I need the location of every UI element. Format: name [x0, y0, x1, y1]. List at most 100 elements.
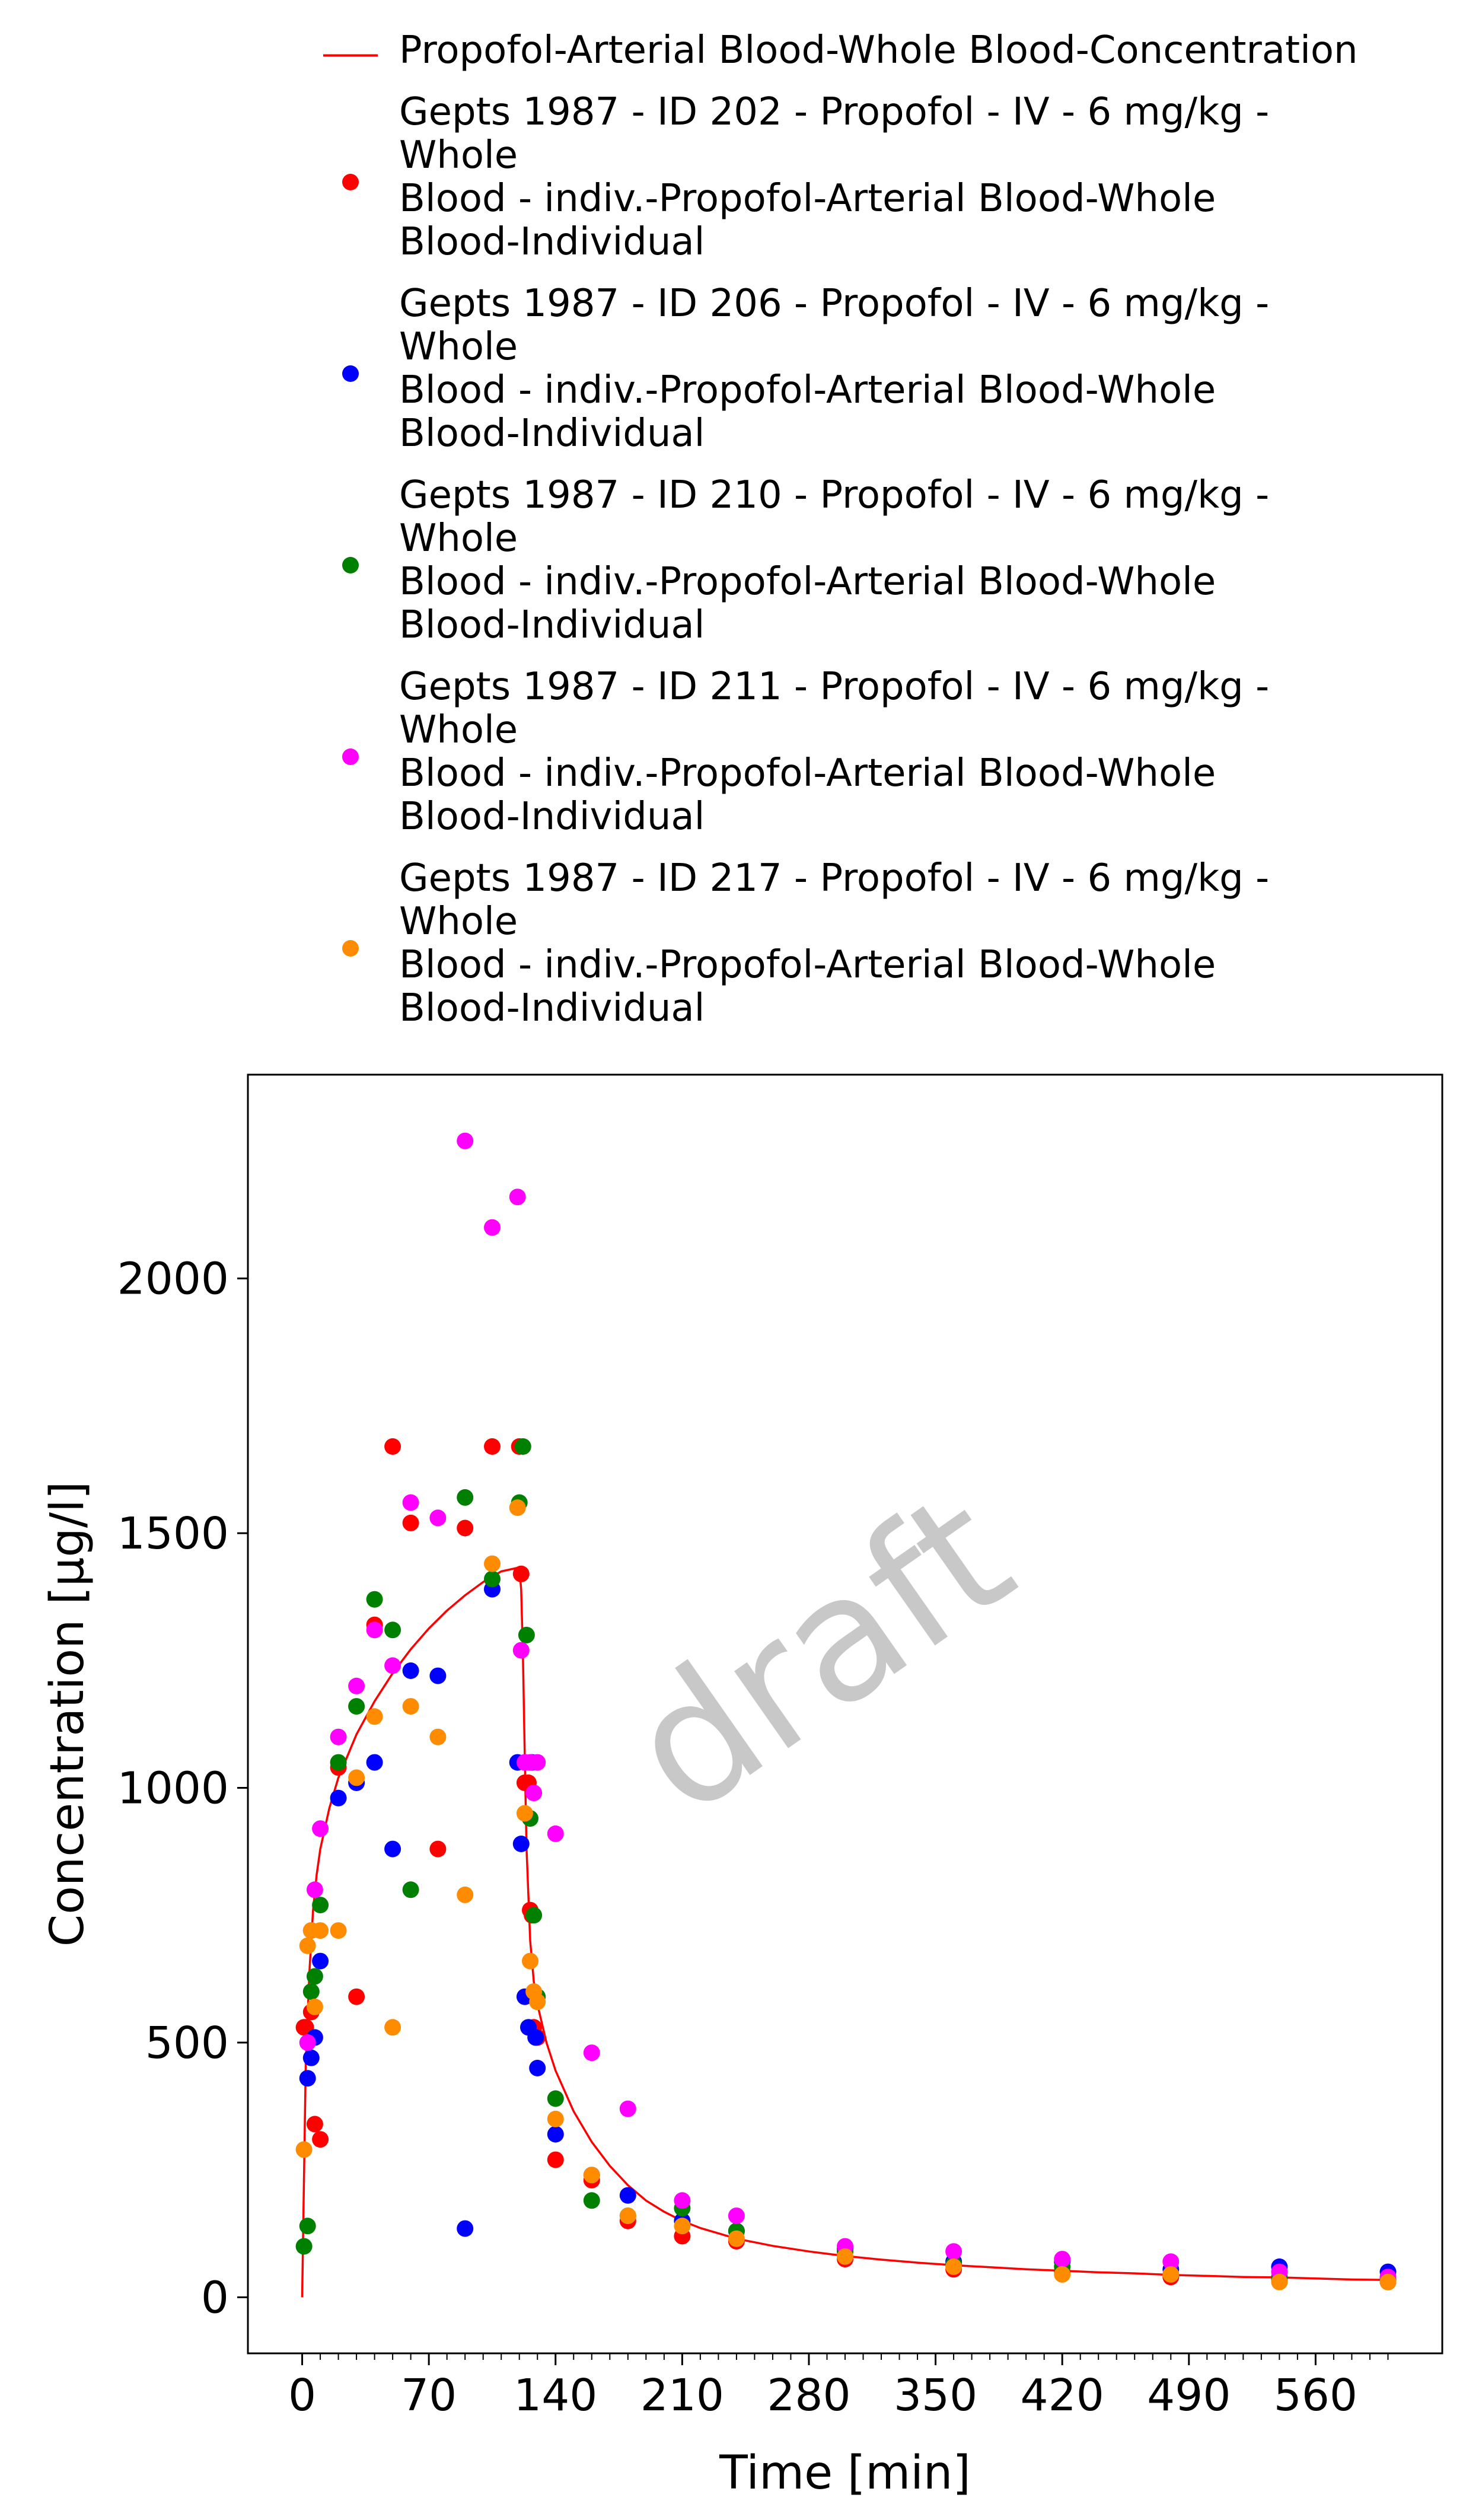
data-point	[429, 1667, 447, 1684]
data-point	[366, 1621, 383, 1639]
data-point	[525, 1785, 543, 1802]
data-point	[512, 1642, 530, 1659]
data-point	[312, 1922, 329, 1939]
data-point	[1054, 2266, 1071, 2283]
data-point	[348, 1677, 365, 1694]
legend-label: Blood-Individual	[399, 412, 705, 455]
x-tick-label: 560	[1274, 2370, 1357, 2421]
plot-area: draft	[295, 1132, 1397, 2298]
data-point	[728, 2207, 745, 2225]
data-point	[457, 1489, 474, 1506]
data-point	[484, 1555, 501, 1572]
legend-label: Gepts 1987 - ID 206 - Propofol - IV - 6 …	[399, 282, 1269, 326]
data-point	[518, 1626, 535, 1643]
legend-label: Blood - indiv.-Propofol-Arterial Blood-W…	[399, 560, 1216, 604]
data-point	[429, 1728, 447, 1745]
x-tick-label: 280	[767, 2370, 850, 2421]
data-point	[295, 2141, 313, 2158]
data-point	[516, 1805, 533, 1822]
data-point	[429, 1509, 447, 1527]
data-point	[509, 1189, 526, 1206]
legend-label: Blood - indiv.-Propofol-Arterial Blood-W…	[399, 751, 1216, 795]
x-tick-label: 490	[1147, 2370, 1231, 2421]
data-point	[402, 1662, 419, 1679]
data-point	[402, 1881, 419, 1898]
legend-label: Blood-Individual	[399, 603, 705, 647]
data-point	[299, 2218, 316, 2235]
legend-label: Whole	[399, 133, 518, 177]
data-point	[583, 2192, 600, 2209]
data-point	[302, 1983, 320, 2000]
data-point	[457, 1886, 474, 1903]
y-tick-label: 500	[145, 2018, 229, 2069]
data-point	[384, 1621, 401, 1639]
data-point	[295, 2238, 313, 2255]
legend-label: Whole	[399, 325, 518, 369]
data-point	[484, 1219, 501, 1236]
data-point	[547, 2110, 564, 2127]
data-point	[547, 2090, 564, 2107]
legend-label: Whole	[399, 900, 518, 944]
legend-label: Propofol-Arterial Blood-Whole Blood-Conc…	[399, 28, 1358, 72]
y-tick-label: 0	[201, 2273, 229, 2324]
data-point	[522, 1952, 538, 1970]
data-point	[583, 2167, 600, 2184]
data-point	[299, 1937, 316, 1954]
legend-label: Gepts 1987 - ID 211 - Propofol - IV - 6 …	[399, 665, 1269, 709]
data-point	[457, 1132, 474, 1149]
data-point	[330, 1728, 347, 1745]
data-point	[402, 1514, 419, 1531]
data-point	[529, 1754, 546, 1771]
x-tick-label: 0	[288, 2370, 316, 2421]
data-point	[619, 2187, 636, 2204]
data-point	[674, 2192, 691, 2209]
data-point	[384, 1657, 401, 1674]
watermark: draft	[595, 1454, 1046, 1853]
legend-label: Blood - indiv.-Propofol-Arterial Blood-W…	[399, 368, 1216, 412]
data-point	[299, 2034, 316, 2051]
data-point	[945, 2243, 962, 2260]
data-point	[312, 1897, 329, 1914]
data-point	[457, 1519, 474, 1537]
data-point	[484, 1570, 501, 1588]
data-point	[728, 2230, 745, 2247]
legend-dot-marker	[342, 748, 359, 765]
data-point	[330, 1754, 347, 1771]
data-point	[429, 1840, 447, 1858]
x-tick-label: 420	[1021, 2370, 1104, 2421]
data-point	[1054, 2251, 1071, 2268]
data-point	[384, 2019, 401, 2036]
data-point	[1162, 2266, 1180, 2283]
y-tick-label: 2000	[117, 1254, 229, 1305]
data-point	[348, 1769, 365, 1786]
data-point	[306, 1881, 323, 1898]
legend-dot-marker	[342, 557, 359, 574]
legend-label: Gepts 1987 - ID 210 - Propofol - IV - 6 …	[399, 473, 1269, 517]
legend-label: Blood - indiv.-Propofol-Arterial Blood-W…	[399, 943, 1216, 987]
legend-label: Whole	[399, 517, 518, 560]
data-point	[619, 2100, 636, 2117]
data-point	[348, 1698, 365, 1715]
data-point	[547, 1825, 564, 1842]
data-point	[402, 1494, 419, 1511]
data-point	[484, 1438, 501, 1455]
x-tick-label: 140	[514, 2370, 597, 2421]
data-point	[384, 1840, 401, 1858]
y-tick-label: 1000	[117, 1763, 229, 1814]
legend-dot-marker	[342, 940, 359, 957]
axes: 0 500 1000 1500 2000 0 70 140 210 280 350 420 490 560…	[41, 1073, 1443, 2500]
legend-dot-marker	[342, 365, 359, 382]
data-point	[330, 1922, 347, 1939]
x-tick-label: 210	[640, 2370, 724, 2421]
data-point	[512, 1836, 530, 1852]
data-point	[674, 2218, 691, 2235]
data-point	[1379, 2273, 1397, 2290]
legend-label: Whole	[399, 708, 518, 752]
data-point	[312, 1952, 329, 1970]
data-point	[306, 1968, 323, 1985]
data-point	[527, 2029, 544, 2046]
data-point	[330, 1789, 347, 1807]
data-point	[583, 2044, 600, 2062]
data-point	[312, 1820, 329, 1837]
data-point	[312, 2131, 329, 2148]
